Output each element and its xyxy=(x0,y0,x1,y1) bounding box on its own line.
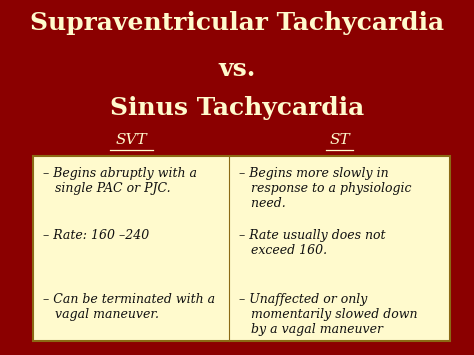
Text: vs.: vs. xyxy=(219,57,255,81)
Text: – Rate usually does not
   exceed 160.: – Rate usually does not exceed 160. xyxy=(239,229,385,257)
Text: – Rate: 160 –240: – Rate: 160 –240 xyxy=(43,229,149,242)
Text: ST: ST xyxy=(329,133,350,147)
Text: – Can be terminated with a
   vagal maneuver.: – Can be terminated with a vagal maneuve… xyxy=(43,293,215,321)
Text: – Begins more slowly in
   response to a physiologic
   need.: – Begins more slowly in response to a ph… xyxy=(239,167,411,210)
Text: Sinus Tachycardia: Sinus Tachycardia xyxy=(110,96,364,120)
FancyBboxPatch shape xyxy=(33,156,450,341)
Text: SVT: SVT xyxy=(115,133,147,147)
Text: – Unaffected or only
   momentarily slowed down
   by a vagal maneuver: – Unaffected or only momentarily slowed … xyxy=(239,293,417,336)
Text: Supraventricular Tachycardia: Supraventricular Tachycardia xyxy=(30,11,444,35)
Text: – Begins abruptly with a
   single PAC or PJC.: – Begins abruptly with a single PAC or P… xyxy=(43,167,197,195)
